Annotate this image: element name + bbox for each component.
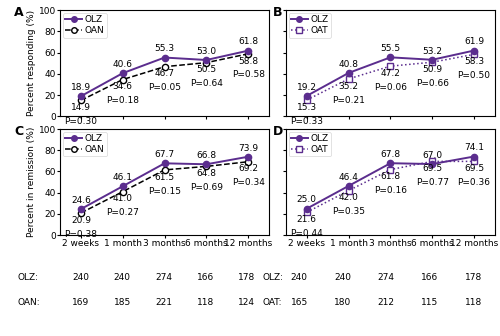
Text: 42.0: 42.0 [338, 194, 358, 202]
Text: P=0.77: P=0.77 [416, 178, 449, 187]
Text: 67.8: 67.8 [380, 150, 400, 159]
Text: 34.6: 34.6 [112, 82, 132, 91]
Text: 240: 240 [72, 273, 89, 282]
Y-axis label: Percent in remission (%): Percent in remission (%) [27, 127, 36, 237]
Text: 21.6: 21.6 [297, 215, 317, 224]
Text: P=0.15: P=0.15 [148, 186, 181, 196]
Text: 53.2: 53.2 [422, 47, 442, 56]
Text: P=0.34: P=0.34 [232, 178, 264, 187]
Text: 180: 180 [334, 298, 351, 307]
Text: 58.8: 58.8 [238, 56, 258, 66]
Text: C: C [14, 125, 23, 138]
Text: 61.8: 61.8 [380, 172, 400, 181]
Text: P=0.66: P=0.66 [416, 79, 449, 88]
Text: 46.7: 46.7 [154, 70, 174, 79]
Text: 74.1: 74.1 [464, 143, 484, 152]
Text: 40.8: 40.8 [338, 60, 358, 69]
Text: D: D [274, 125, 283, 138]
Text: 19.2: 19.2 [297, 83, 317, 92]
Text: 61.8: 61.8 [238, 38, 258, 46]
Text: 274: 274 [155, 273, 172, 282]
Text: 166: 166 [196, 273, 214, 282]
Text: 64.8: 64.8 [196, 169, 216, 178]
Text: 61.5: 61.5 [154, 173, 174, 182]
Text: OLZ:: OLZ: [262, 273, 283, 282]
Text: OLZ:: OLZ: [18, 273, 38, 282]
Text: 55.5: 55.5 [380, 44, 400, 53]
Text: 18.9: 18.9 [71, 83, 91, 92]
Text: 185: 185 [114, 298, 131, 307]
Text: P=0.16: P=0.16 [374, 186, 407, 195]
Text: 166: 166 [421, 273, 438, 282]
Text: 115: 115 [421, 298, 438, 307]
Text: 24.6: 24.6 [71, 196, 91, 205]
Text: 240: 240 [114, 273, 131, 282]
Text: 41.0: 41.0 [112, 195, 132, 203]
Text: 240: 240 [334, 273, 351, 282]
Legend: OLZ, OAN: OLZ, OAN [62, 132, 107, 157]
Text: 118: 118 [464, 298, 482, 307]
Text: 165: 165 [290, 298, 308, 307]
Text: 178: 178 [464, 273, 482, 282]
Text: P=0.33: P=0.33 [290, 117, 324, 126]
Text: 67.0: 67.0 [422, 151, 442, 160]
Text: P=0.38: P=0.38 [64, 230, 98, 239]
Legend: OLZ, OAT: OLZ, OAT [288, 13, 331, 38]
Text: 47.2: 47.2 [380, 69, 400, 78]
Text: OAN:: OAN: [18, 298, 40, 307]
Text: OAT:: OAT: [262, 298, 282, 307]
Text: 40.6: 40.6 [112, 60, 132, 69]
Text: 67.7: 67.7 [154, 150, 174, 159]
Text: P=0.44: P=0.44 [290, 229, 323, 238]
Text: 53.0: 53.0 [196, 47, 216, 56]
Text: A: A [14, 6, 24, 19]
Text: P=0.64: P=0.64 [190, 79, 223, 88]
Text: 50.5: 50.5 [196, 66, 216, 74]
Text: 20.9: 20.9 [71, 216, 91, 225]
Text: 118: 118 [196, 298, 214, 307]
Legend: OLZ, OAN: OLZ, OAN [62, 13, 107, 38]
Text: 14.9: 14.9 [71, 103, 91, 112]
Text: 178: 178 [238, 273, 256, 282]
Text: 46.4: 46.4 [338, 173, 358, 182]
Text: 73.9: 73.9 [238, 143, 258, 153]
Text: B: B [274, 6, 283, 19]
Text: P=0.30: P=0.30 [64, 117, 98, 126]
Text: P=0.21: P=0.21 [332, 95, 365, 104]
Text: P=0.35: P=0.35 [332, 207, 365, 216]
Text: P=0.05: P=0.05 [148, 83, 181, 92]
Text: 55.3: 55.3 [154, 44, 174, 53]
Text: 61.9: 61.9 [464, 37, 484, 46]
Text: 212: 212 [378, 298, 395, 307]
Text: 15.3: 15.3 [296, 103, 317, 112]
Text: P=0.58: P=0.58 [232, 71, 264, 80]
Text: 69.5: 69.5 [464, 164, 484, 173]
Text: 69.2: 69.2 [238, 165, 258, 173]
Text: 58.3: 58.3 [464, 57, 484, 66]
Text: P=0.50: P=0.50 [458, 71, 490, 80]
Text: P=0.69: P=0.69 [190, 183, 223, 192]
Text: P=0.06: P=0.06 [374, 83, 407, 92]
Text: P=0.18: P=0.18 [106, 96, 139, 105]
Text: 124: 124 [238, 298, 256, 307]
Text: 169: 169 [72, 298, 90, 307]
Text: 46.1: 46.1 [112, 173, 132, 182]
Text: 50.9: 50.9 [422, 65, 442, 74]
Text: 35.2: 35.2 [338, 82, 358, 91]
Text: 69.5: 69.5 [422, 164, 442, 173]
Text: 240: 240 [291, 273, 308, 282]
Text: P=0.27: P=0.27 [106, 208, 139, 217]
Text: 221: 221 [155, 298, 172, 307]
Text: 25.0: 25.0 [297, 196, 317, 205]
Text: P=0.36: P=0.36 [458, 178, 490, 187]
Y-axis label: Percent responding (%): Percent responding (%) [27, 10, 36, 116]
Legend: OLZ, OAT: OLZ, OAT [288, 132, 331, 157]
Text: 274: 274 [378, 273, 395, 282]
Text: 66.8: 66.8 [196, 151, 216, 160]
